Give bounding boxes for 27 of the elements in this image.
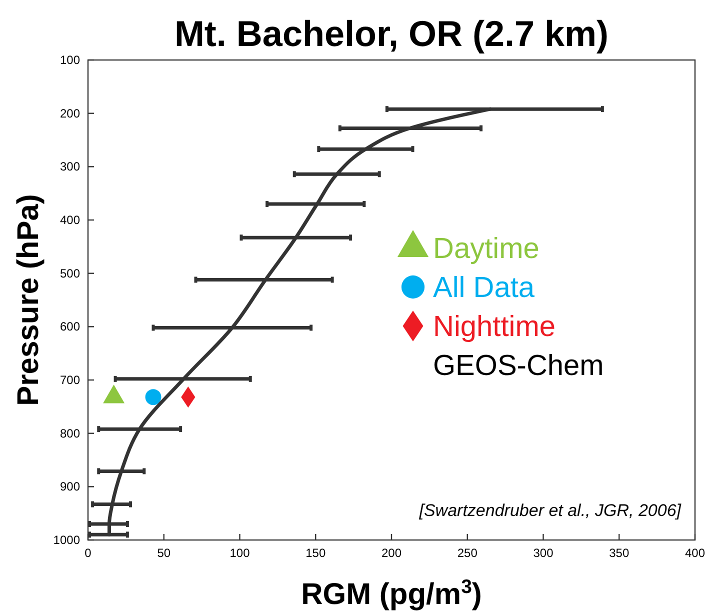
y-tick-label: 500 xyxy=(60,266,80,280)
text: GEOS-Chem xyxy=(433,350,604,382)
y-tick-label: 800 xyxy=(60,426,80,440)
y-tick-label: 900 xyxy=(60,480,80,494)
chart-title: Mt. Bachelor, OR (2.7 km) xyxy=(174,13,609,54)
y-tick-label: 400 xyxy=(60,213,80,227)
x-tick-label: 250 xyxy=(457,546,478,560)
y-tick-label: 100 xyxy=(60,53,80,67)
y-tick-label: 200 xyxy=(60,106,80,120)
x-tick-label: 350 xyxy=(609,546,630,560)
x-tick-label: 0 xyxy=(84,546,92,560)
y-tick-label: 300 xyxy=(60,160,80,174)
x-tick-label: 300 xyxy=(533,546,554,560)
y-tick-label: 600 xyxy=(60,320,80,334)
x-axis-title: RGM (pg/m$^{3}$) xyxy=(301,576,482,611)
x-tick-label: 200 xyxy=(381,546,402,560)
x-tick-label: 100 xyxy=(230,546,250,560)
x-tick-label: 150 xyxy=(306,546,326,560)
y-tick-label: 1000 xyxy=(53,533,80,547)
y-tick-label: 700 xyxy=(60,373,80,387)
legend-label: All Data xyxy=(433,272,536,304)
annotation: [Swartzendruber et al., JGR, 2006] xyxy=(418,501,682,520)
x-tick-label: 50 xyxy=(157,546,171,560)
y-axis-title: Pressure (hPa) xyxy=(12,194,45,406)
legend-label: Daytime xyxy=(433,233,540,265)
legend-label: Nighttime xyxy=(433,311,556,343)
x-tick-label: 400 xyxy=(684,546,706,560)
